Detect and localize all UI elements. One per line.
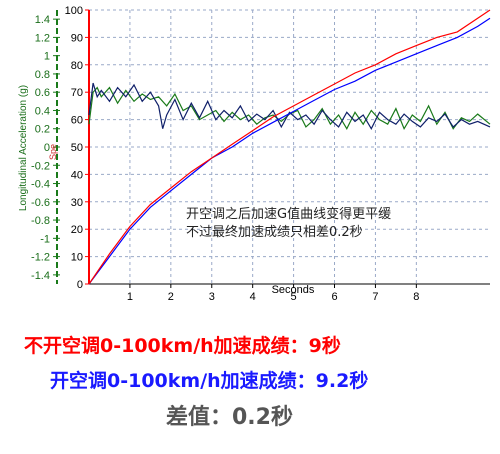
y-tick-speed-label: 80 [71,60,83,72]
chart-background [0,0,500,330]
y-tick-speed-label: 20 [71,224,83,236]
tick-labels: 1.4 1.2 1 0.8 0.6 0.4 0.2 0 -0.2 -0.4 -0.6 -0.8 -1 -1… [31,5,419,303]
x-tick-label: 8 [413,291,419,303]
series-line-red [88,9,491,285]
y-tick-left-label: -0.4 [31,179,50,191]
annotation-line-1: 开空调之后加速G值曲线变得更平缓 [186,206,391,222]
y-tick-left-label: -1.4 [31,270,50,282]
y-axis-title-left: Longitudinal Acceleration (g) [18,85,29,211]
series-line-blue [88,17,491,285]
y-tick-left-label: 1 [44,51,50,63]
y-tick-speed-label: 10 [71,252,83,264]
y-tick-speed-label: 50 [71,142,83,154]
y-tick-speed-label: 40 [71,169,83,181]
y-tick-left-label: 0.2 [35,124,50,136]
y-tick-left-label: -0.6 [31,197,50,209]
y-axis-title-speed: Spe [48,144,58,160]
series-line-navy [88,82,491,130]
series-line-green [88,86,491,131]
y-tick-left-label: 1.2 [35,32,50,44]
y-tick-left-label: 1.4 [35,14,50,26]
x-tick-label: 7 [372,291,378,303]
x-tick-label: 4 [250,291,256,303]
result-difference: 差值：0.2秒 [166,405,293,430]
y-tick-left-label: 0.6 [35,87,50,99]
x-tick-label: 1 [127,291,133,303]
y-tick-speed-label: 60 [71,115,83,127]
y-tick-left-label: -0.2 [31,160,50,172]
result-with-ac: 开空调0-100km/h加速成绩：9.2秒 [50,370,369,392]
x-tick-label: 2 [168,291,174,303]
result-no-ac: 不开空调0-100km/h加速成绩：9秒 [24,335,341,357]
x-axis-title: Seconds [272,284,315,296]
y-tick-left-label: -1.2 [31,252,50,264]
y-tick-left-label: 0.8 [35,69,50,81]
y-tick-speed-label: 70 [71,87,83,99]
x-tick-label: 5 [291,291,297,303]
chart: 1.4 1.2 1 0.8 0.6 0.4 0.2 0 -0.2 -0.4 -0.6 -0.8 -1 -1… [0,0,500,330]
annotation-line-2: 不过最终加速成绩只相差0.2秒 [186,224,363,240]
y-tick-speed-label: 90 [71,32,83,44]
y-tick-left-label: -0.8 [31,215,50,227]
y-tick-speed-label: 0 [77,279,83,291]
x-tick-label: 6 [331,291,337,303]
y-tick-speed-label: 30 [71,197,83,209]
y-tick-left-label: 0.4 [35,105,50,117]
y-tick-left-label: 0 [44,142,50,154]
y-tick-left-label: -1 [40,233,50,245]
y-tick-speed-label: 100 [65,5,83,17]
x-tick-label: 3 [209,291,215,303]
series [88,9,491,285]
